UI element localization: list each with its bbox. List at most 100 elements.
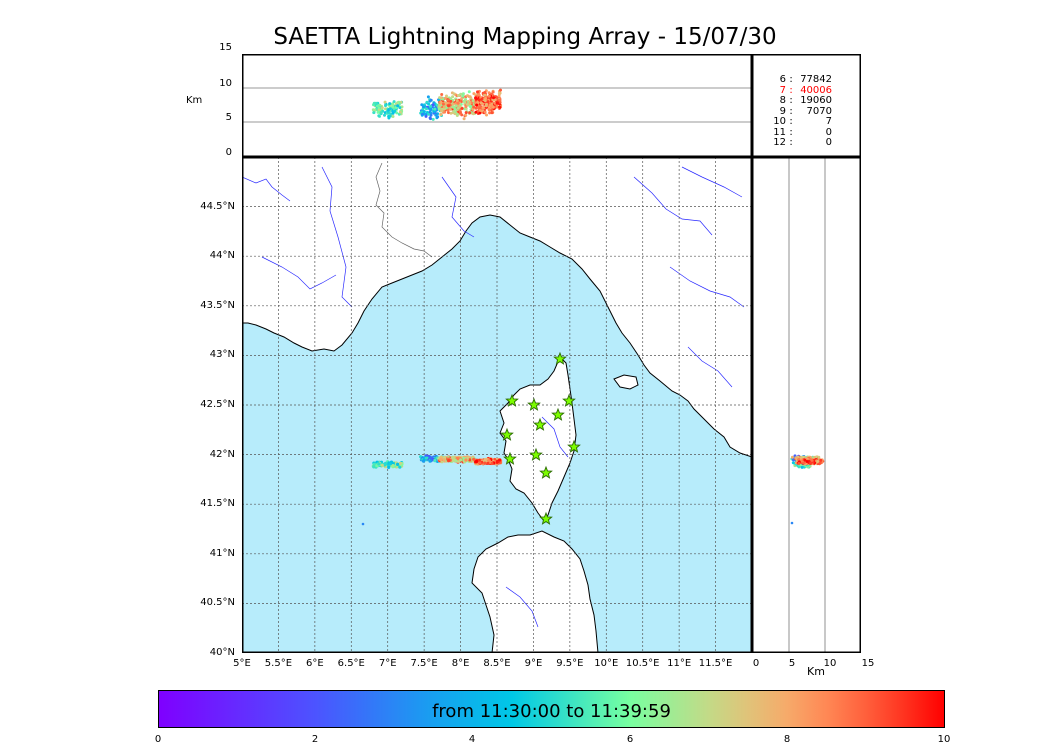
source-point [794,456,798,460]
top-panel-ylabel: Km [186,95,203,106]
lon-tick-label: 7°E [378,658,397,669]
altitude-source-points [371,88,503,121]
corsica-island [499,356,577,522]
source-point [809,461,813,465]
source-point [797,462,801,465]
source-point [372,101,376,105]
stat-row: 11:0 [773,126,832,138]
source-point [491,90,495,94]
source-point [468,111,472,115]
source-point [398,110,402,114]
right-xtick-5: 5 [788,658,796,669]
source-point [478,106,482,110]
source-point [396,104,400,108]
lat-tick-label: 41°N [209,547,235,559]
lon-tick-label: 7.5°E [410,658,438,669]
lon-tick-label: 8°E [451,658,470,669]
right-panel-xlabel: Km [807,665,825,678]
source-point [459,92,463,96]
source-point [425,107,428,111]
source-point [472,105,476,109]
lma-station-marker [505,393,519,407]
source-point [456,106,460,110]
source-point [499,88,502,92]
source-point [461,92,465,96]
source-point [472,92,476,96]
source-point [802,461,806,465]
source-point [457,94,460,97]
source-point [498,105,502,109]
time-colorbar [158,690,945,728]
source-point [456,101,460,105]
colorbar-tick: 10 [937,734,951,745]
source-point [818,461,822,465]
source-point [487,459,491,463]
source-point [442,105,446,109]
lon-tick-label: 9°E [524,658,543,669]
stat-row: 12:0 [773,137,832,148]
source-point [464,97,467,101]
source-point [460,100,464,103]
source-point [428,456,433,460]
source-point [442,458,446,462]
source-point [446,108,450,112]
source-point [485,113,488,117]
lat-tick-label: 40.5°N [200,597,235,609]
source-point [493,101,497,105]
source-point [433,458,437,462]
source-point [476,90,479,94]
source-point [380,106,384,110]
source-point [468,104,472,108]
source-point [441,102,445,106]
source-point [475,103,479,107]
lon-tick-label: 5.5°E [264,658,293,669]
colorbar-tick: 2 [311,734,319,745]
source-point [487,91,491,95]
source-point [478,111,482,115]
source-point [490,111,494,115]
source-point [483,93,487,97]
source-point [468,458,472,462]
source-point [428,459,432,463]
source-point [422,110,426,114]
source-point [439,96,443,100]
rivers [242,166,745,628]
source-point [483,91,487,94]
source-point [464,105,468,109]
source-point [486,100,490,104]
source-point [377,462,381,466]
right-xtick-0: 0 [752,658,760,669]
lat-tick-label: 40°N [209,647,235,658]
lma-stations [500,351,581,525]
stat-row: 6:77842 [779,74,832,85]
source-point [391,111,395,115]
altitude-lat-source-points [790,454,825,525]
source-point [487,94,491,98]
source-point [391,105,395,109]
source-point [396,462,400,466]
source-point [361,522,365,526]
source-point [434,113,438,117]
source-point [483,110,487,114]
source-point [471,112,475,116]
lma-station-marker [551,407,565,421]
source-point [384,104,387,108]
source-point [383,100,387,104]
source-point [800,465,804,469]
stat-row: 9:7070 [779,105,832,117]
source-point [464,113,468,117]
source-point [391,464,395,468]
source-point [388,107,392,111]
source-point [429,104,433,108]
source-point [451,95,455,99]
source-point [439,109,443,113]
source-point [452,458,456,462]
source-point [388,462,392,466]
source-point [372,465,376,469]
source-point [448,107,452,111]
lat-tick-label: 41.5°N [200,498,235,510]
source-point [810,458,814,462]
top-ytick-15: 15 [219,42,232,53]
flash-stats-panel: 6:77842 7:40006 8:19060 9:7070 10:7 11:0… [752,54,861,157]
lma-station-marker [527,397,541,411]
